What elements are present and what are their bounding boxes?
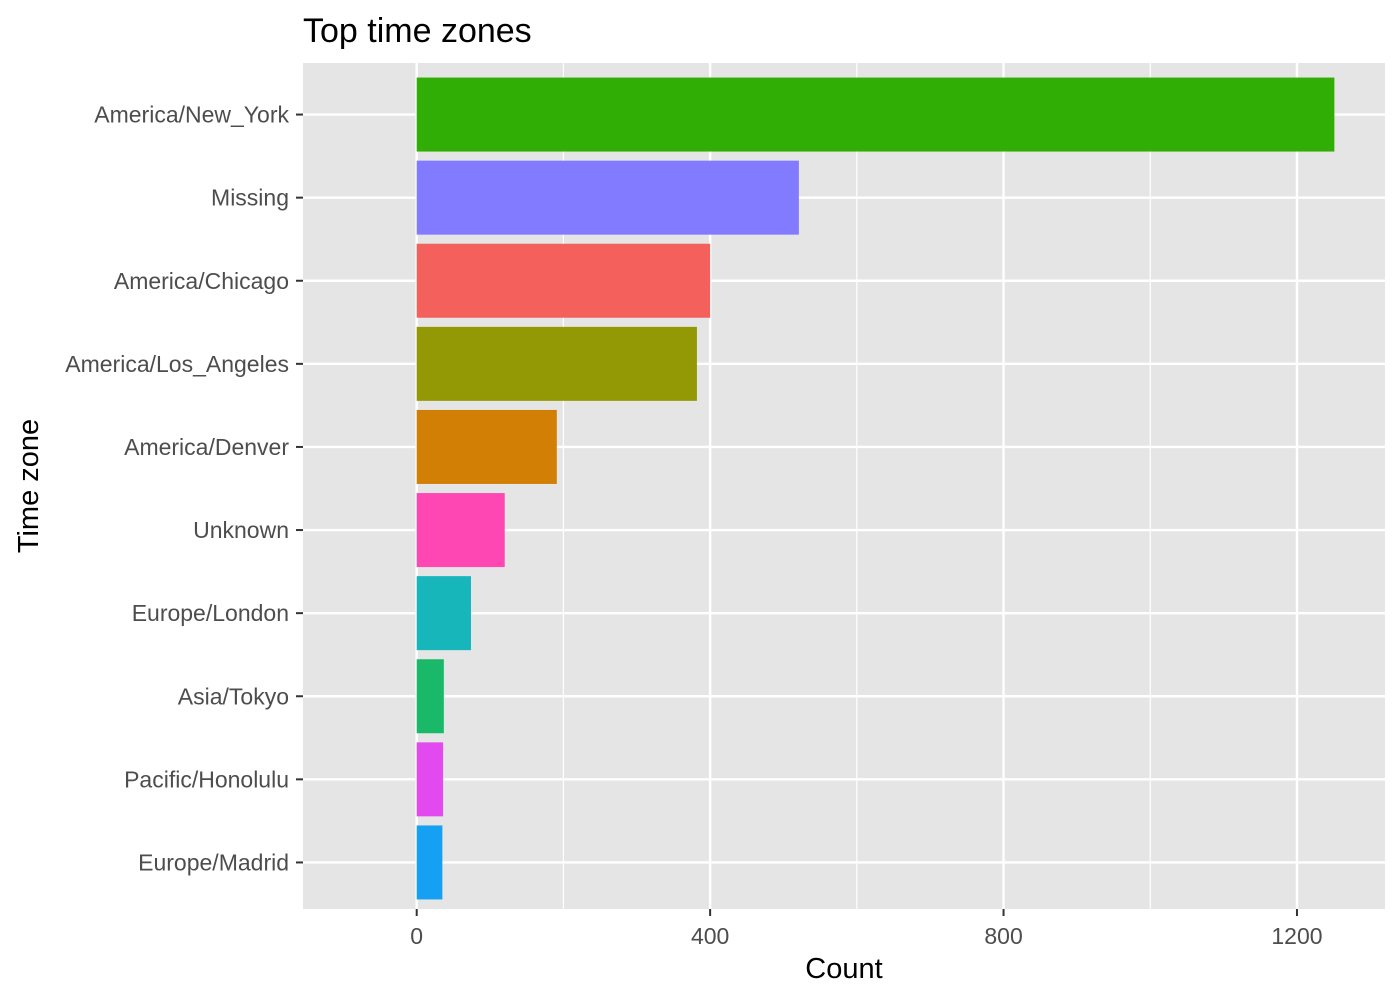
y-tick-label: America/Chicago [114,268,289,294]
bars [416,77,1335,900]
x-axis: 0 400 800 1200 [410,909,1323,949]
chart-title: Top time zones [303,12,532,50]
y-tick-label: America/New_York [94,102,289,128]
bar-america-chicago [416,243,711,318]
y-tick-label: Unknown [193,517,289,543]
bar-missing [416,160,799,235]
bar-europe-madrid [416,825,443,900]
y-axis: America/New_York Missing America/Chicago Am… [65,102,303,875]
bar-asia-tokyo [416,659,444,734]
y-tick-label: Asia/Tokyo [178,683,289,709]
bar-america-denver [416,409,557,484]
bar-pacific-honolulu [416,742,444,817]
y-tick-label: Missing [211,185,289,211]
y-tick-label: Pacific/Honolulu [124,766,289,792]
x-tick-label: 1200 [1271,923,1322,949]
y-axis-title: Time zone [13,419,45,553]
y-tick-label: America/Los_Angeles [65,351,289,377]
bar-europe-london [416,576,471,651]
y-tick-label: Europe/Madrid [138,849,289,875]
x-tick-label: 800 [984,923,1022,949]
bar-america-los-angeles [416,326,697,401]
y-tick-label: Europe/London [132,600,289,626]
x-axis-title: Count [805,953,882,985]
x-tick-label: 400 [691,923,729,949]
x-tick-label: 0 [410,923,423,949]
y-tick-label: America/Denver [124,434,289,460]
bar-unknown [416,493,505,568]
bar-america-new-york [416,77,1335,152]
